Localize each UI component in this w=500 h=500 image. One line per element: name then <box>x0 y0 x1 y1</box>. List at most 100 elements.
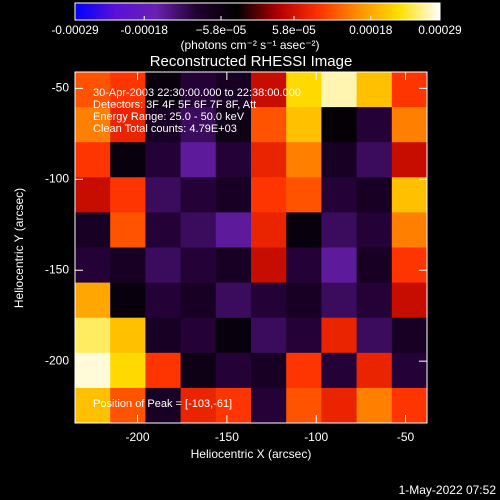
heatmap-cell <box>356 142 393 178</box>
heatmap-cell <box>145 247 182 284</box>
heatmap-cell <box>215 72 252 108</box>
heatmap-cell <box>110 352 146 389</box>
heatmap-cell <box>215 107 252 143</box>
x-tick-label: -100 <box>304 430 328 444</box>
heatmap-cell <box>251 317 287 354</box>
annotation: Detectors: 3F 4F 5F 6F 7F 8F, Att <box>93 99 256 111</box>
heatmap-cell <box>145 352 182 389</box>
heatmap-cell <box>75 72 111 108</box>
heatmap-cell <box>251 352 287 389</box>
heatmap-cell <box>145 387 182 424</box>
colorbar <box>74 2 441 21</box>
x-axis-label: Heliocentric X (arcsec) <box>191 447 312 461</box>
heatmap-cell <box>110 177 146 213</box>
heatmap-cell <box>180 352 217 389</box>
heatmap-cell <box>391 177 428 213</box>
heatmap-cell <box>215 282 252 319</box>
heatmap-cell <box>75 107 111 143</box>
heatmap-cell <box>286 142 322 178</box>
y-tick-label: -150 <box>45 262 69 276</box>
heatmap-cell <box>215 212 252 248</box>
heatmap-cell <box>391 247 428 284</box>
x-tick-label: -150 <box>215 430 239 444</box>
heatmap-cell <box>356 107 393 143</box>
heatmap-cell <box>356 72 393 108</box>
heatmap-cell <box>356 317 393 354</box>
x-tick-label: -50 <box>397 430 415 444</box>
heatmap-cell <box>215 177 252 213</box>
heatmap-cell <box>321 387 358 424</box>
heatmap-cell <box>321 282 358 319</box>
colorbar-tick-label: 0.00018 <box>349 23 393 37</box>
heatmap-cell <box>356 177 393 213</box>
heatmap-cell <box>215 317 252 354</box>
heatmap-cell <box>215 387 252 424</box>
heatmap-cell <box>391 387 428 424</box>
annotation: Position of Peak = [-103,-61] <box>93 398 232 410</box>
heatmap-cell <box>110 107 146 143</box>
annotation: Energy Range: 25.0 - 50.0 keV <box>93 111 245 123</box>
heatmap-cell <box>321 317 358 354</box>
heatmap-cell <box>286 317 322 354</box>
heatmap-cell <box>75 177 111 213</box>
heatmap-cell <box>251 387 287 424</box>
heatmap-cell <box>215 142 252 178</box>
annotation: 30-Apr-2003 22:30:00.000 to 22:38:00.000 <box>93 87 301 99</box>
heatmap-cell <box>110 142 146 178</box>
heatmap-cell <box>321 212 358 248</box>
y-tick-label: -100 <box>45 171 69 185</box>
heatmap-cell <box>286 282 322 319</box>
heatmap-cell <box>321 177 358 213</box>
y-tick-label: -50 <box>52 81 70 95</box>
x-tick-label: -200 <box>126 430 150 444</box>
y-tick-label: -200 <box>45 353 69 367</box>
heatmap-cell <box>391 72 428 108</box>
heatmap-cell <box>145 72 182 108</box>
heatmap-cell <box>180 387 217 424</box>
heatmap-cell <box>215 352 252 389</box>
heatmap-cell <box>145 317 182 354</box>
heatmap-cell <box>110 212 146 248</box>
heatmap-cell <box>286 107 322 143</box>
heatmap-cell <box>110 317 146 354</box>
heatmap-cell <box>286 352 322 389</box>
heatmap-cell <box>391 142 428 178</box>
heatmap-cell <box>180 142 217 178</box>
heatmap-cell <box>145 107 182 143</box>
heatmap-cell <box>391 317 428 354</box>
heatmap-cell <box>251 107 287 143</box>
heatmap-cell <box>180 247 217 284</box>
heatmap-cell <box>391 107 428 143</box>
heatmap-cell <box>286 177 322 213</box>
heatmap-cell <box>110 72 146 108</box>
heatmap-cell <box>145 212 182 248</box>
heatmap-cell <box>180 212 217 248</box>
heatmap-cell <box>145 177 182 213</box>
heatmap-cell <box>251 142 287 178</box>
heatmap-cell <box>321 247 358 284</box>
colorbar-tick-label: −5.8e−05 <box>196 23 247 37</box>
colorbar-tick-label: -0.00018 <box>121 23 169 37</box>
heatmap-cell <box>145 142 182 178</box>
heatmap-cell <box>286 212 322 248</box>
chart-title: Reconstructed RHESSI Image <box>150 53 353 70</box>
heatmap-cell <box>286 247 322 284</box>
heatmap-cell <box>356 387 393 424</box>
heatmap-cell <box>321 142 358 178</box>
heatmap-cell <box>75 212 111 248</box>
heatmap-cell <box>251 212 287 248</box>
heatmap-cell <box>75 247 111 284</box>
heatmap-cell <box>391 352 428 389</box>
heatmap-cell <box>75 317 111 354</box>
heatmap-cell <box>391 212 428 248</box>
heatmap-cell <box>110 247 146 284</box>
heatmap-cell <box>180 107 217 143</box>
footer: 1-May-2022 07:52 <box>399 483 497 497</box>
colorbar-tick-label: 0.00029 <box>418 23 462 37</box>
heatmap-cell <box>215 247 252 284</box>
colorbar-label: (photons cm⁻² s⁻¹ asec⁻²) <box>180 38 319 52</box>
heatmap-cell <box>356 352 393 389</box>
colorbar-tick-label: -0.00029 <box>51 23 99 37</box>
heatmap-cell <box>251 247 287 284</box>
